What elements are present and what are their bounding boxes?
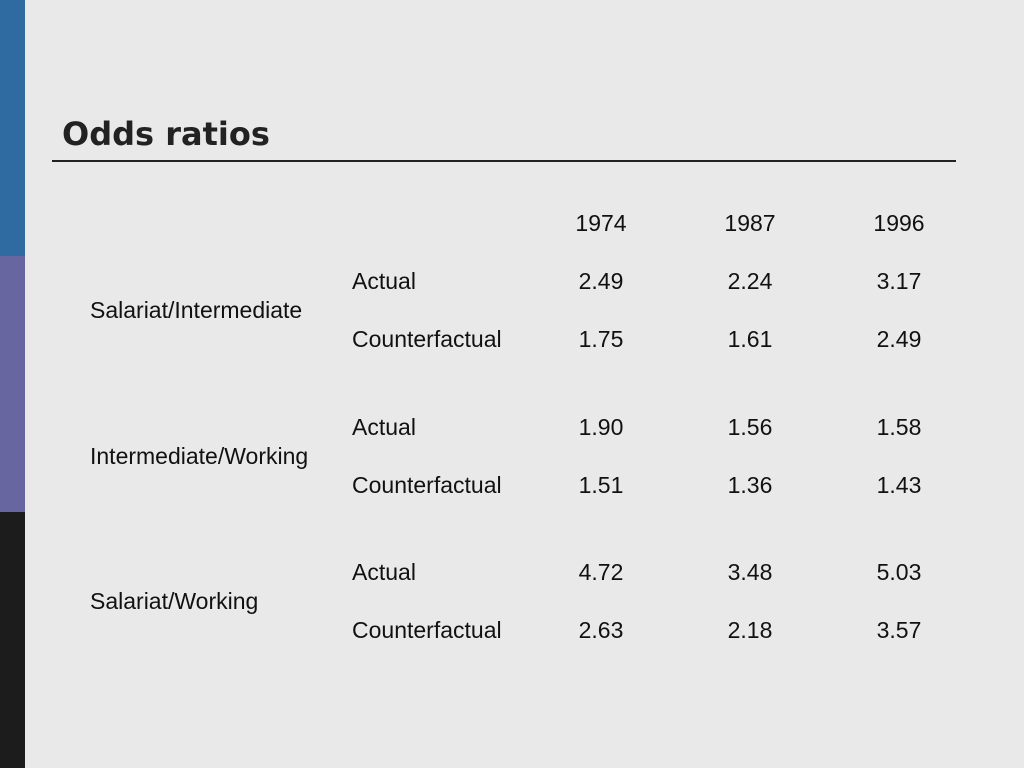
table-cell: 2.49 <box>578 268 624 294</box>
table-cell: 1.61 <box>727 326 773 352</box>
table-cell: 1.58 <box>876 414 922 440</box>
table-cell: 2.49 <box>876 326 922 352</box>
year-header-1996: 1996 <box>873 210 925 236</box>
table-cell: 3.48 <box>727 559 773 585</box>
table-cell: 1.90 <box>578 414 624 440</box>
table-cell: 2.63 <box>578 617 624 643</box>
table-cell: 4.72 <box>578 559 624 585</box>
slide-side-bar <box>0 0 25 768</box>
table-cell: 5.03 <box>876 559 922 585</box>
row-type-label: Counterfactual <box>352 617 502 643</box>
row-type-label: Counterfactual <box>352 472 502 498</box>
table-cell: 1.51 <box>578 472 624 498</box>
year-header-1987: 1987 <box>724 210 776 236</box>
row-type-label: Counterfactual <box>352 326 502 352</box>
slide-title: Odds ratios <box>62 115 270 153</box>
table-cell: 3.57 <box>876 617 922 643</box>
table-cell: 1.43 <box>876 472 922 498</box>
group-label: Salariat/Working <box>90 588 259 614</box>
row-type-label: Actual <box>352 268 416 294</box>
table-cell: 3.17 <box>876 268 922 294</box>
table-cell: 2.24 <box>727 268 773 294</box>
row-type-label: Actual <box>352 414 416 440</box>
table-cell: 2.18 <box>727 617 773 643</box>
side-bar-segment-purple <box>0 256 25 512</box>
table-cell: 1.75 <box>578 326 624 352</box>
year-header-1974: 1974 <box>575 210 627 236</box>
group-label: Intermediate/Working <box>90 443 309 469</box>
side-bar-segment-blue <box>0 0 25 256</box>
row-type-label: Actual <box>352 559 416 585</box>
side-bar-segment-dark <box>0 512 25 768</box>
title-underline <box>52 160 956 162</box>
table-cell: 1.56 <box>727 414 773 440</box>
group-label: Salariat/Intermediate <box>90 297 303 323</box>
table-cell: 1.36 <box>727 472 773 498</box>
